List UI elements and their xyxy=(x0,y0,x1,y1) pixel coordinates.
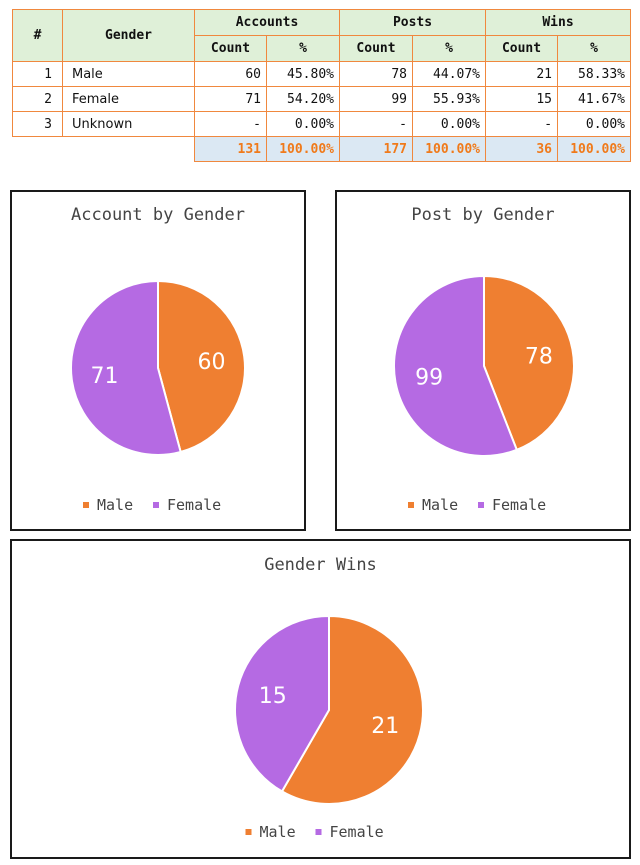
legend-label-female: Female xyxy=(167,496,221,514)
pie-label-female: 15 xyxy=(259,684,287,709)
pie-label-female: 71 xyxy=(91,364,119,389)
post-by-gender-svg: Post by Gender 78 99 Male Female xyxy=(393,205,575,514)
total-wins-count: 36 xyxy=(485,136,559,162)
account-by-gender-chart: Account by Gender 60 71 Male Female xyxy=(10,190,306,531)
row-wins-percent: 41.67% xyxy=(557,86,632,112)
header-posts-percent: % xyxy=(411,35,487,62)
pie-label-female: 99 xyxy=(415,365,443,390)
legend-label-male: Male xyxy=(422,496,458,514)
gender-wins-chart: Gender Wins 21 15 Male Female xyxy=(10,539,631,859)
header-wins: Wins xyxy=(485,9,632,36)
row-accounts-count: 71 xyxy=(194,86,267,112)
account-by-gender-svg: Account by Gender 60 71 Male Female xyxy=(69,205,246,514)
legend-swatch-male xyxy=(83,502,89,508)
row-posts-count: - xyxy=(339,111,413,137)
row-wins-percent: 58.33% xyxy=(557,61,632,87)
header-posts: Posts xyxy=(338,9,487,36)
chart-title: Account by Gender xyxy=(71,205,245,225)
header-accounts-count: Count xyxy=(194,35,267,62)
table-row: 1 Male 60 45.80% 78 44.07% 21 58.33% xyxy=(12,61,632,87)
legend-swatch-male xyxy=(408,502,414,508)
table-row: 3 Unknown - 0.00% - 0.00% - 0.00% xyxy=(12,111,632,137)
legend-swatch-female xyxy=(153,502,159,508)
pie-slice-male xyxy=(157,279,246,454)
row-index: 3 xyxy=(12,111,63,137)
total-wins-percent: 100.00% xyxy=(557,136,632,162)
header-wins-percent: % xyxy=(557,35,632,62)
row-accounts-percent: 45.80% xyxy=(266,61,340,87)
totals-spacer xyxy=(63,137,195,162)
post-by-gender-chart: Post by Gender 78 99 Male Female xyxy=(335,190,631,531)
header-accounts: Accounts xyxy=(194,9,340,36)
header-gender: Gender xyxy=(62,9,195,62)
total-posts-count: 177 xyxy=(339,136,413,162)
total-accounts-percent: 100.00% xyxy=(266,136,340,162)
row-index: 2 xyxy=(12,86,63,112)
row-accounts-count: - xyxy=(194,111,267,137)
pie-slice-female xyxy=(234,614,330,793)
row-posts-percent: 0.00% xyxy=(411,111,487,137)
pie-label-male: 60 xyxy=(197,350,225,375)
legend-swatch-female xyxy=(315,829,322,835)
legend-label-female: Female xyxy=(330,823,384,841)
legend-label-male: Male xyxy=(260,823,296,841)
row-accounts-percent: 0.00% xyxy=(266,111,340,137)
row-wins-count: - xyxy=(485,111,559,137)
header-posts-count: Count xyxy=(339,35,413,62)
totals-row: 131 100.00% 177 100.00% 36 100.00% xyxy=(13,136,632,162)
total-accounts-count: 131 xyxy=(194,136,267,162)
header-index: # xyxy=(12,9,63,62)
pie-label-male: 78 xyxy=(525,345,553,370)
legend-swatch-female xyxy=(478,502,484,508)
pie-slice-male xyxy=(280,614,424,805)
chart-title: Gender Wins xyxy=(264,555,377,575)
totals-spacer xyxy=(13,137,63,162)
row-wins-count: 21 xyxy=(485,61,559,87)
pie-slice-female xyxy=(69,279,182,456)
row-wins-percent: 0.00% xyxy=(557,111,632,137)
legend-label-male: Male xyxy=(97,496,133,514)
pie-slice-male xyxy=(483,274,575,452)
table-row: 2 Female 71 54.20% 99 55.93% 15 41.67% xyxy=(12,86,632,112)
legend-label-female: Female xyxy=(492,496,546,514)
row-wins-count: 15 xyxy=(485,86,559,112)
row-posts-count: 99 xyxy=(339,86,413,112)
row-gender: Unknown xyxy=(62,111,195,137)
row-accounts-percent: 54.20% xyxy=(266,86,340,112)
legend-swatch-male xyxy=(245,829,252,835)
chart-title: Post by Gender xyxy=(411,205,554,225)
gender-wins-svg: Gender Wins 21 15 Male Female xyxy=(234,555,424,841)
row-posts-percent: 44.07% xyxy=(411,61,487,87)
pie-slice-female xyxy=(393,274,519,457)
pie-label-male: 21 xyxy=(371,714,399,739)
row-posts-percent: 55.93% xyxy=(411,86,487,112)
header-accounts-percent: % xyxy=(266,35,340,62)
gender-stats-table: # Gender Accounts Posts Wins Count % Cou… xyxy=(12,9,632,162)
row-gender: Male xyxy=(62,61,195,87)
row-index: 1 xyxy=(12,61,63,87)
header-wins-count: Count xyxy=(485,35,559,62)
table-subheader-row: Count % Count % Count % xyxy=(13,35,632,62)
total-posts-percent: 100.00% xyxy=(411,136,487,162)
row-accounts-count: 60 xyxy=(194,61,267,87)
table-header-row: # Gender Accounts Posts Wins xyxy=(12,9,632,62)
row-posts-count: 78 xyxy=(339,61,413,87)
row-gender: Female xyxy=(62,86,195,112)
